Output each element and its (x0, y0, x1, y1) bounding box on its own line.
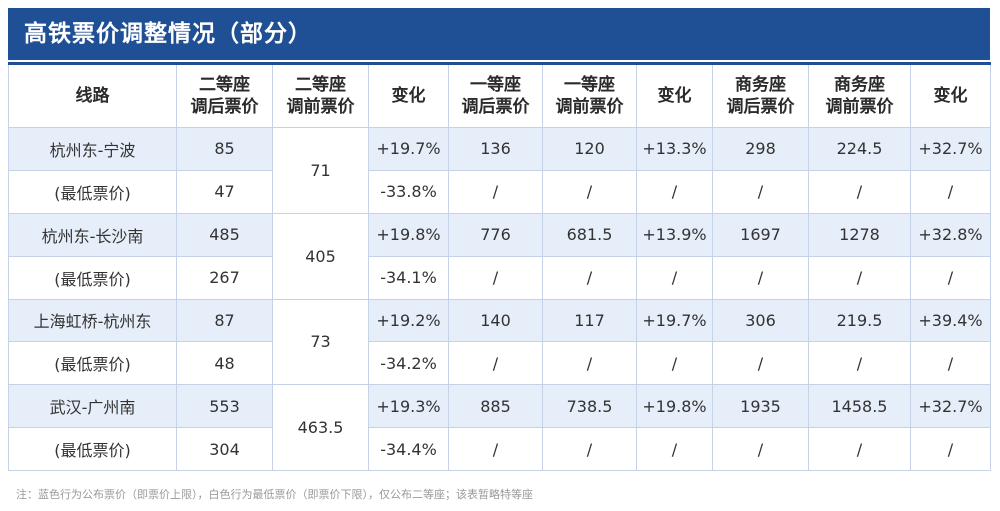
business-class-change: +32.7% (910, 127, 991, 171)
business-class-lowest-price: / (712, 341, 809, 386)
second-class-change: +19.8% (368, 212, 449, 257)
second-class-lowest-price: 304 (176, 427, 273, 471)
footnote: 注：蓝色行为公布票价（即票价上限），白色行为最低票价（即票价下限），仅公布二等座… (16, 488, 533, 501)
first-class-old-price: 117 (542, 298, 637, 343)
first-class-lowest-price: / (448, 427, 543, 471)
second-class-old-price: 73 (272, 298, 369, 386)
first-class-new-price: 140 (448, 298, 543, 343)
header-first-new: 一等座 调后票价 (448, 62, 543, 128)
business-class-lowest-old: / (808, 169, 911, 214)
business-class-lowest-old: / (808, 255, 911, 300)
business-class-lowest-change: / (910, 169, 991, 214)
first-class-lowest-price: / (448, 341, 543, 386)
business-class-new-price: 306 (712, 298, 809, 343)
header-first-old: 一等座 调前票价 (542, 62, 637, 128)
second-class-lowest-change: -34.2% (368, 341, 449, 386)
header-business-new: 商务座 调后票价 (712, 62, 809, 128)
header-second-new: 二等座 调后票价 (176, 62, 273, 128)
first-class-old-price: 738.5 (542, 384, 637, 429)
first-class-old-price: 120 (542, 127, 637, 171)
header-first-change: 变化 (636, 62, 713, 128)
second-class-lowest-price: 48 (176, 341, 273, 386)
second-class-lowest-change: -34.4% (368, 427, 449, 471)
first-class-lowest-change: / (636, 341, 713, 386)
header-route: 线路 (8, 62, 177, 128)
second-class-old-price: 405 (272, 212, 369, 300)
first-class-change: +19.7% (636, 298, 713, 343)
lowest-price-label: (最低票价) (8, 341, 177, 386)
second-class-change: +19.2% (368, 298, 449, 343)
second-class-old-price: 71 (272, 127, 369, 214)
fare-table: 线路 二等座 调后票价 二等座 调前票价 变化 一等座 调后票价 一等座 调前票价 变化… (8, 62, 991, 471)
first-class-lowest-old: / (542, 169, 637, 214)
header-second-change: 变化 (368, 62, 449, 128)
second-class-new-price: 553 (176, 384, 273, 429)
lowest-price-label: (最低票价) (8, 427, 177, 471)
second-class-new-price: 485 (176, 212, 273, 257)
first-class-lowest-change: / (636, 255, 713, 300)
table-row-lowest-price: (最低票价) 48 -34.2% / / / / / / (8, 341, 991, 386)
second-class-lowest-change: -34.1% (368, 255, 449, 300)
title-bar: 高铁票价调整情况（部分） (8, 8, 990, 60)
second-class-lowest-price: 267 (176, 255, 273, 300)
business-class-lowest-change: / (910, 341, 991, 386)
second-class-change: +19.3% (368, 384, 449, 429)
first-class-lowest-old: / (542, 341, 637, 386)
first-class-lowest-old: / (542, 427, 637, 471)
first-class-change: +13.3% (636, 127, 713, 171)
second-class-lowest-price: 47 (176, 169, 273, 214)
first-class-lowest-change: / (636, 427, 713, 471)
business-class-new-price: 1935 (712, 384, 809, 429)
second-class-old-price: 463.5 (272, 384, 369, 471)
business-class-lowest-change: / (910, 255, 991, 300)
business-class-lowest-old: / (808, 341, 911, 386)
page-title: 高铁票价调整情况（部分） (24, 21, 312, 47)
first-class-lowest-price: / (448, 255, 543, 300)
first-class-lowest-old: / (542, 255, 637, 300)
header-second-old: 二等座 调前票价 (272, 62, 369, 128)
table-row-public-price: 武汉-广州南 553 463.5 +19.3% 885 738.5 +19.8%… (8, 384, 991, 471)
business-class-old-price: 1458.5 (808, 384, 911, 429)
table-row-lowest-price: (最低票价) 304 -34.4% / / / / / / (8, 427, 991, 471)
table-row-public-price: 杭州东-宁波 85 71 +19.7% 136 120 +13.3% 298 2… (8, 127, 991, 214)
business-class-lowest-change: / (910, 427, 991, 471)
route-name: 杭州东-长沙南 (8, 212, 177, 257)
second-class-change: +19.7% (368, 127, 449, 171)
first-class-lowest-change: / (636, 169, 713, 214)
table-row-public-price: 上海虹桥-杭州东 87 73 +19.2% 140 117 +19.7% 306… (8, 298, 991, 386)
business-class-lowest-price: / (712, 427, 809, 471)
first-class-change: +13.9% (636, 212, 713, 257)
business-class-new-price: 298 (712, 127, 809, 171)
second-class-new-price: 87 (176, 298, 273, 343)
second-class-lowest-change: -33.8% (368, 169, 449, 214)
business-class-old-price: 219.5 (808, 298, 911, 343)
route-name: 杭州东-宁波 (8, 127, 177, 171)
table-row-lowest-price: (最低票价) 267 -34.1% / / / / / / (8, 255, 991, 300)
business-class-lowest-price: / (712, 255, 809, 300)
route-name: 武汉-广州南 (8, 384, 177, 429)
header-row: 线路 二等座 调后票价 二等座 调前票价 变化 一等座 调后票价 一等座 调前票价 变化… (8, 62, 991, 128)
route-name: 上海虹桥-杭州东 (8, 298, 177, 343)
table-row-public-price: 杭州东-长沙南 485 405 +19.8% 776 681.5 +13.9% … (8, 212, 991, 300)
business-class-old-price: 224.5 (808, 127, 911, 171)
header-business-change: 变化 (910, 62, 991, 128)
first-class-lowest-price: / (448, 169, 543, 214)
first-class-change: +19.8% (636, 384, 713, 429)
first-class-old-price: 681.5 (542, 212, 637, 257)
first-class-new-price: 776 (448, 212, 543, 257)
business-class-old-price: 1278 (808, 212, 911, 257)
business-class-new-price: 1697 (712, 212, 809, 257)
lowest-price-label: (最低票价) (8, 255, 177, 300)
table-row-lowest-price: (最低票价) 47 -33.8% / / / / / / (8, 169, 991, 214)
first-class-new-price: 885 (448, 384, 543, 429)
business-class-change: +32.7% (910, 384, 991, 429)
business-class-change: +32.8% (910, 212, 991, 257)
second-class-new-price: 85 (176, 127, 273, 171)
business-class-lowest-old: / (808, 427, 911, 471)
first-class-new-price: 136 (448, 127, 543, 171)
business-class-change: +39.4% (910, 298, 991, 343)
header-business-old: 商务座 调前票价 (808, 62, 911, 128)
business-class-lowest-price: / (712, 169, 809, 214)
lowest-price-label: (最低票价) (8, 169, 177, 214)
